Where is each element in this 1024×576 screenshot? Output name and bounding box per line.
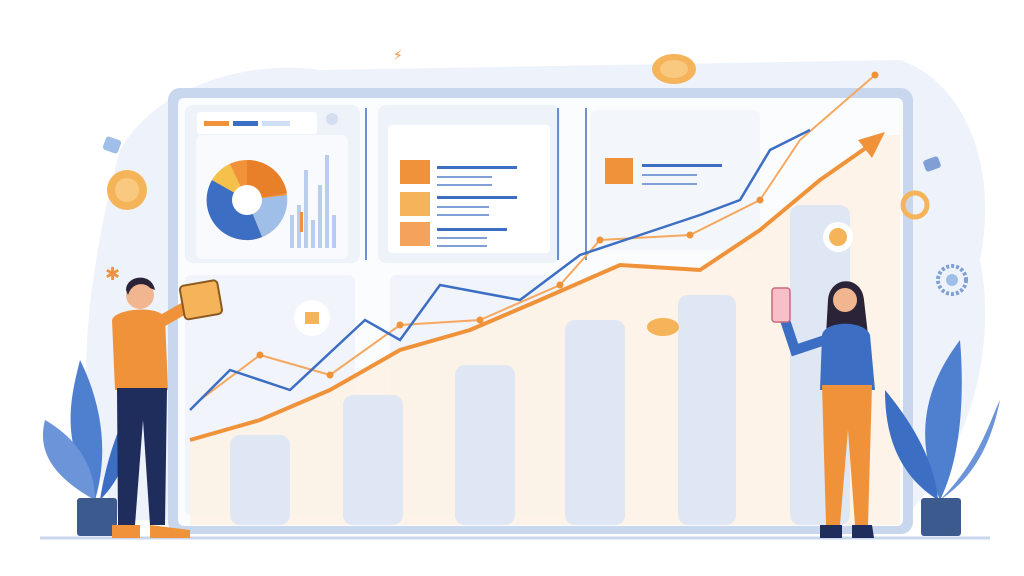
man-holding-tablet bbox=[112, 277, 224, 538]
coin-icon bbox=[107, 170, 147, 210]
gear-icon bbox=[936, 264, 968, 296]
pie-chart-panel bbox=[185, 105, 360, 263]
coin-icon bbox=[900, 190, 930, 220]
summary-panel bbox=[590, 110, 760, 250]
bar bbox=[343, 395, 403, 525]
sparkle-icon: ✱ bbox=[105, 264, 120, 285]
bar bbox=[678, 295, 736, 525]
settings-dot-icon bbox=[326, 113, 338, 125]
main-trend-line bbox=[189, 143, 872, 442]
trend-arrow-icon bbox=[858, 132, 885, 158]
coin-icon bbox=[823, 222, 853, 252]
bar-chart-icon bbox=[290, 155, 336, 248]
woman-holding-phone bbox=[771, 281, 875, 538]
gem-icon bbox=[923, 156, 941, 172]
blue-line bbox=[189, 128, 811, 411]
pot bbox=[77, 498, 117, 536]
bar bbox=[230, 435, 290, 525]
plant-icon bbox=[885, 340, 1000, 536]
coin-icon bbox=[647, 318, 679, 336]
list-panel bbox=[378, 105, 560, 263]
sparkle-icon: ⚡ bbox=[393, 48, 403, 64]
data-points bbox=[256, 71, 879, 379]
box-icon bbox=[294, 300, 330, 336]
gem-icon bbox=[102, 136, 122, 154]
pot bbox=[921, 498, 961, 536]
bar bbox=[565, 320, 625, 525]
bar bbox=[455, 365, 515, 525]
pie-chart-icon bbox=[206, 159, 288, 241]
coin-icon bbox=[652, 54, 696, 84]
tablet-icon bbox=[178, 279, 224, 321]
phone-icon bbox=[771, 287, 791, 323]
